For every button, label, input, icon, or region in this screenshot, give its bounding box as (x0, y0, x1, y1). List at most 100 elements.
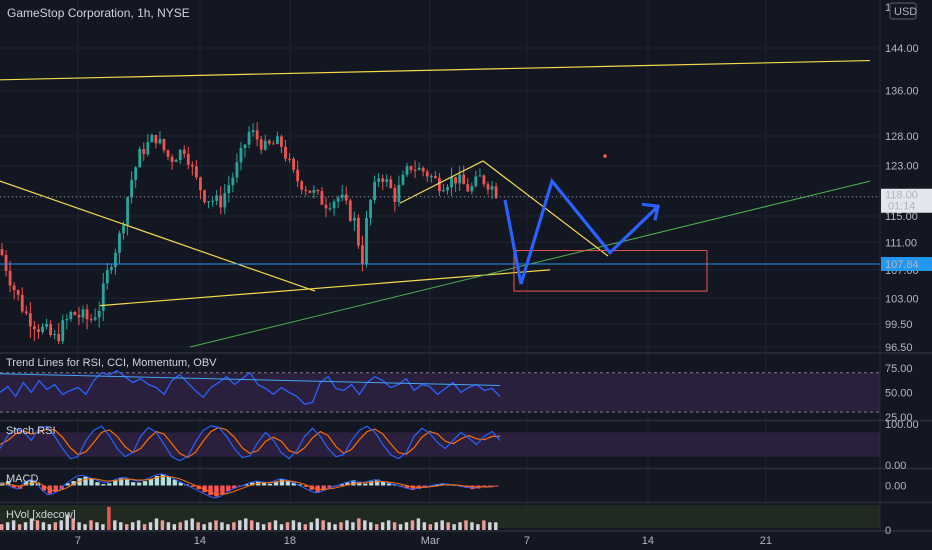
candle-body (478, 175, 482, 177)
candle-body (340, 194, 344, 198)
candle-body (211, 200, 214, 202)
macd-hist-bar (178, 482, 183, 486)
macd-hist-bar (232, 485, 237, 489)
macd-pane-title[interactable]: MACD (6, 473, 39, 485)
candle-body (49, 324, 52, 336)
candle-body (45, 324, 48, 327)
hvol-bar (190, 518, 194, 530)
candle-body (288, 158, 291, 160)
price-tick-label: 115.00 (885, 211, 918, 223)
macd-hist-bar (214, 485, 219, 497)
hvol-pane-title[interactable]: HVol [xdecow] (6, 509, 76, 521)
candle-body (446, 187, 449, 191)
hvol-bar (166, 522, 171, 530)
hvol-bar (184, 520, 188, 530)
hvol-bar (148, 522, 153, 530)
hvol-bar (226, 524, 230, 530)
hvol-bar (172, 524, 177, 530)
hvol-bar (107, 506, 111, 530)
candle-body (207, 201, 210, 203)
macd-hist-bar (11, 485, 17, 488)
hvol-bar (327, 522, 331, 530)
macd-hist-bar (351, 480, 356, 486)
candle-body (73, 311, 77, 316)
candle-body (450, 176, 453, 188)
time-tick-label: 18 (284, 535, 296, 547)
stoch-rsi-pane-title[interactable]: Stoch RSI (6, 425, 56, 437)
candle-body (373, 181, 376, 201)
candle-body (162, 139, 166, 151)
price-tick-label: 136.00 (885, 86, 919, 98)
candle-body (247, 131, 251, 145)
price-axis[interactable]: 144.00 136.00 128.00 123.00 118.00 115.00 111.… (881, 2, 932, 537)
candle-body (433, 175, 437, 178)
candle-body (292, 158, 295, 170)
candle-body (170, 156, 174, 162)
macd-hist-bar (267, 483, 273, 486)
projection-arrow-head (641, 202, 660, 221)
hvol-bar (482, 520, 486, 530)
rsi-pane-title[interactable]: Trend Lines for RSI, CCI, Momentum, OBV (6, 357, 217, 369)
hvol-bar (357, 518, 361, 530)
macd-hist-bar (113, 480, 118, 486)
candle-body (182, 149, 186, 154)
hvol-bar (11, 520, 16, 530)
candle-body (178, 149, 182, 161)
macd-hist-bar (154, 475, 160, 486)
candle-body (69, 311, 73, 320)
last-price-tag (881, 188, 932, 213)
candle-body (28, 313, 32, 327)
candle-body (490, 186, 494, 190)
candle-body (219, 195, 223, 208)
candle-body (397, 184, 401, 202)
macd-hist-bar (285, 480, 291, 486)
time-axis[interactable]: 7 14 18 Mar 7 14 21 (75, 535, 772, 547)
symbol-title[interactable]: GameStop Corporation, 1h, NYSE (7, 6, 190, 20)
hvol-bar (41, 522, 46, 530)
macd-hist-bar (273, 481, 279, 486)
hvol-bar (446, 522, 450, 530)
macd-hist-bar (250, 482, 255, 486)
hvol-bar (416, 518, 421, 530)
hvol-bar (369, 522, 373, 530)
candle-body (369, 200, 372, 218)
candle-body (174, 160, 178, 162)
hvol-bar (214, 520, 218, 530)
candle-body (320, 191, 324, 205)
drawing-annotations[interactable] (0, 59, 880, 348)
pane-separators[interactable] (0, 0, 932, 532)
hvol-bar (250, 520, 254, 530)
candle-body (255, 130, 259, 140)
hvol-bar (428, 524, 433, 530)
macd-hist-bar (339, 484, 344, 486)
hvol-bar (35, 520, 40, 530)
candle-body (118, 233, 121, 253)
candle-body (462, 174, 466, 185)
candle-body (259, 139, 263, 150)
macd-hist-bar (202, 485, 207, 493)
candle-body (361, 245, 364, 265)
candle-body (348, 200, 352, 221)
macd-hist-bar (125, 479, 130, 486)
hvol-bar (202, 524, 206, 530)
candle-body (454, 176, 457, 184)
time-tick-label: 14 (194, 535, 206, 547)
macd-hist-bar (142, 481, 148, 486)
macd-hist-bar (83, 476, 88, 486)
macd-hist-bar (166, 476, 172, 486)
candle-body (405, 166, 409, 175)
candle-body (93, 317, 97, 320)
hvol-bar (345, 520, 349, 530)
hvol-bar (238, 520, 242, 530)
hvol-bar (119, 522, 123, 530)
hvol-bar (434, 522, 438, 530)
last-price-label: 118.00 (885, 190, 918, 202)
rsi-tick-label: 50.00 (885, 387, 913, 399)
macd-hist-bar (261, 482, 267, 486)
macd-hist-bar (321, 485, 326, 491)
candle-body (442, 190, 445, 192)
hvol-bar (47, 524, 52, 530)
macd-hist-bar (494, 485, 499, 487)
candle-body (0, 249, 4, 256)
